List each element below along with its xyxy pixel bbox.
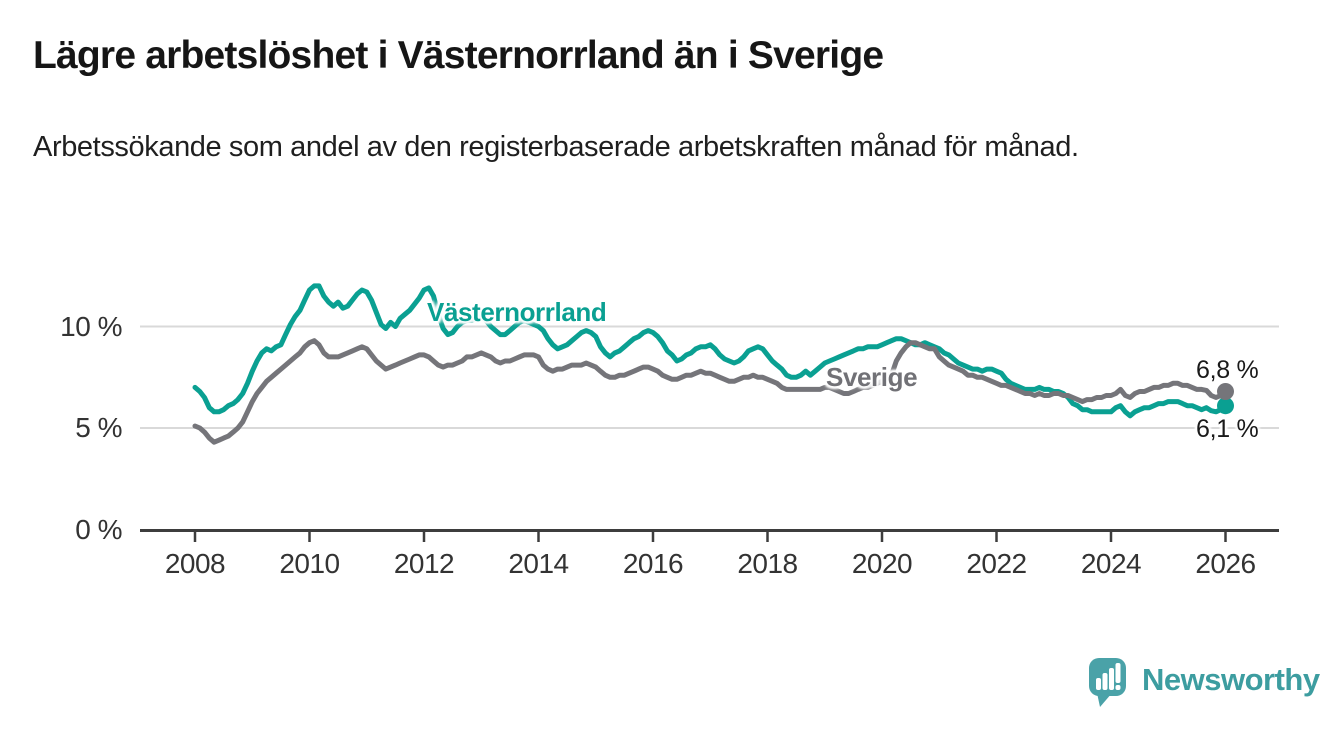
- x-tick-label-2024: 2024: [1080, 548, 1142, 579]
- y-tick-label-5: 5 %: [75, 412, 122, 443]
- end-dot-västernorrland: [1217, 397, 1234, 415]
- x-tick-label-2008: 2008: [164, 548, 226, 579]
- line-series-sverige: [192, 338, 1228, 445]
- x-tick-label-2020: 2020: [851, 548, 913, 579]
- end-dot-sverige: [1217, 383, 1234, 400]
- y-tick-label-10: 10 %: [60, 310, 122, 342]
- chart-subtitle: Arbetssökande som andel av den registerb…: [33, 131, 1079, 163]
- speech-bubble-bar-chart-icon: [1089, 658, 1126, 707]
- newsworthy-brand-name: Newsworthy: [1142, 662, 1320, 697]
- x-tick-label-2012: 2012: [393, 548, 455, 579]
- x-tick-label-2026: 2026: [1195, 548, 1256, 579]
- y-tick-label-0: 0 %: [75, 513, 122, 545]
- x-tick-label-2010: 2010: [279, 548, 340, 579]
- chart-title: Lägre arbetslöshet i Västernorrland än i…: [33, 34, 884, 77]
- x-tick-label-2014: 2014: [508, 548, 569, 579]
- series-label-vasternorrland: Västernorrland: [427, 297, 607, 327]
- series-label-sverige: Sverige: [826, 362, 918, 392]
- x-tick-label-2018: 2018: [737, 548, 798, 579]
- end-value-label-vasternorrland: 6,1 %: [1196, 415, 1259, 443]
- x-tick-label-2022: 2022: [966, 548, 1027, 579]
- x-tick-label-2016: 2016: [622, 548, 684, 579]
- end-value-label-sverige: 6,8 %: [1196, 356, 1259, 384]
- newsworthy-logo: Newsworthy: [1088, 657, 1320, 709]
